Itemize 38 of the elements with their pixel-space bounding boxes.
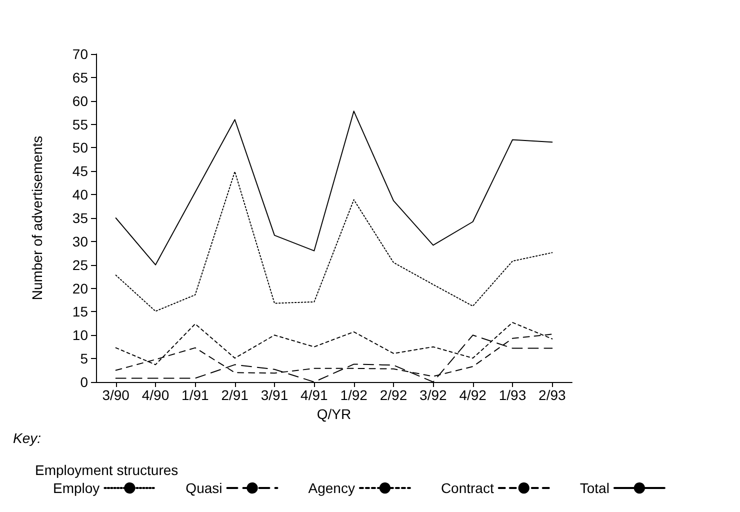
y-tick-label: 70 (72, 46, 88, 62)
y-tick-label: 60 (72, 92, 88, 109)
legend-title: Employment structures (35, 462, 178, 478)
x-tick-label: 3/92 (420, 387, 448, 403)
y-tick-label: 65 (72, 69, 88, 86)
y-tick-label: 0 (80, 374, 88, 390)
y-tick-label: 35 (72, 210, 88, 226)
y-tick-label: 25 (72, 256, 88, 273)
legend-label: Quasi (186, 480, 222, 496)
y-tick-label: 30 (72, 233, 88, 250)
y-tick-label: 15 (72, 304, 88, 320)
x-tick-label: 4/90 (142, 387, 170, 403)
text: Key: (13, 430, 42, 446)
line-series (115, 171, 553, 312)
y-tick-label: 20 (72, 280, 88, 296)
x-axis-title: Q/YR (316, 406, 352, 422)
legend-label: Agency (308, 480, 355, 496)
line-series (115, 110, 553, 266)
x-tick-label: 2/91 (221, 387, 249, 403)
y-tick-label: 10 (72, 327, 88, 344)
x-tick-label: 2/93 (538, 387, 566, 403)
x-tick-label: 1/92 (340, 387, 368, 403)
x-tick-label: 4/92 (459, 387, 487, 403)
legend-label: Employ (52, 480, 100, 496)
x-tick-label: 4/91 (300, 387, 328, 403)
x-tick-label: 1/93 (498, 387, 526, 403)
x-tick-label: 3/91 (260, 387, 288, 403)
y-tick-label: 45 (72, 163, 88, 180)
x-tick-label: 1/91 (182, 387, 210, 403)
x-tick-label: 3/90 (102, 387, 130, 403)
y-tick-label: 5 (80, 350, 88, 367)
y-tick-label: 50 (72, 140, 88, 156)
y-tick-label: 40 (72, 186, 88, 203)
x-tick-label: 2/92 (380, 387, 408, 403)
y-axis-title: Number of advertisements (29, 136, 45, 300)
legend-label: Total (580, 480, 610, 496)
legend-label: Contract (440, 480, 494, 496)
y-tick-label: 55 (72, 116, 88, 132)
